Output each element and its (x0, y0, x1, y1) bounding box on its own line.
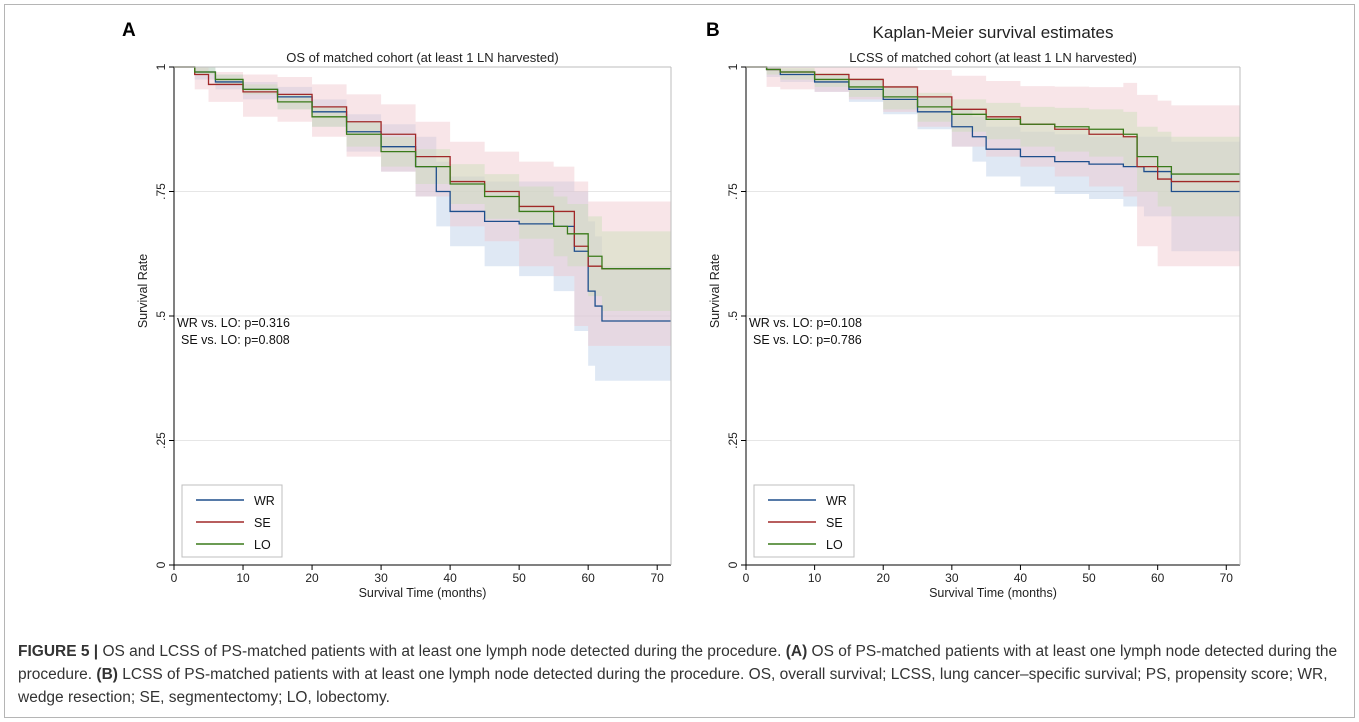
panel-b-suptitle: Kaplan-Meier survival estimates (873, 23, 1114, 42)
caption-figure-label: FIGURE 5 | (18, 643, 99, 660)
panel-a-x-tick-label: 70 (651, 571, 665, 585)
panel-b-x-axis-label: Survival Time (months) (929, 586, 1057, 600)
panel-a-x-tick-label: 0 (171, 571, 178, 585)
panel-a-legend-box (181, 484, 283, 558)
panel-b-legend-label-lo: LO (826, 538, 843, 552)
panel-b-y-tick-label: 0 (726, 561, 740, 568)
panel-a-survival-line-lo (174, 66, 671, 270)
figure-frame (4, 4, 1355, 718)
panel-b-x-tick-label: 50 (1082, 571, 1096, 585)
panel-a-y-tick-label: .5 (154, 311, 168, 321)
panel-b-x-tick-label: 60 (1151, 571, 1165, 585)
caption-text-3: LCSS of PS-matched patients with at leas… (18, 666, 1328, 706)
panel-a-title: OS of matched cohort (at least 1 LN harv… (286, 50, 558, 65)
panel-a-y-axis-label: Survival Rate (136, 254, 150, 328)
panel-b-y-tick-label: .75 (726, 183, 740, 200)
panel-b-panel-label: B (706, 20, 720, 41)
panel-b-y-axis-label: Survival Rate (708, 254, 722, 328)
panel-b-x-tick-label: 30 (945, 571, 959, 585)
panel-b-x-tick-label: 0 (743, 571, 750, 585)
panel-b-ci-band-se (746, 67, 1240, 267)
panel-a-y-tick-label: .25 (154, 432, 168, 449)
panel-b-survival-line-lo (746, 66, 1240, 175)
panel-a-y-tick-label: 1 (154, 63, 168, 70)
panel-a-legend-label-wr: WR (254, 494, 275, 508)
panel-b-legend-box (753, 484, 855, 558)
panel-a-y-tick-label: .75 (154, 183, 168, 200)
panel-b-ci-band-lo (746, 67, 1240, 217)
panel-b-legend-label-se: SE (826, 516, 843, 530)
panel-b-x-tick-label: 10 (808, 571, 822, 585)
panel-a-legend-label-lo: LO (254, 538, 271, 552)
panel-a-ci-band-lo (174, 67, 671, 312)
caption-text-1: OS and LCSS of PS-matched patients with … (98, 643, 786, 660)
panel-b-x-tick-label: 20 (877, 571, 891, 585)
caption-label-a: (A) (785, 643, 808, 660)
panel-b-y-tick-label: 1 (726, 63, 740, 70)
panel-a-x-tick-label: 10 (236, 571, 250, 585)
panel-a-pvalue-annotation: WR vs. LO: p=0.316 (177, 316, 290, 330)
panel-b-pvalue-annotation: WR vs. LO: p=0.108 (749, 316, 862, 330)
panel-b-y-tick-label: .25 (726, 432, 740, 449)
panel-a-x-tick-label: 50 (512, 571, 526, 585)
panel-a-ci-band-wr (174, 67, 671, 381)
panel-b-title: LCSS of matched cohort (at least 1 LN ha… (849, 50, 1137, 65)
panel-a-y-tick-label: 0 (154, 561, 168, 568)
panel-a-ci-band-se (174, 67, 671, 346)
figure-caption: FIGURE 5 | OS and LCSS of PS-matched pat… (18, 640, 1343, 709)
panel-a-panel-label: A (122, 20, 136, 41)
panel-b-pvalue-annotation: SE vs. LO: p=0.786 (753, 333, 862, 347)
panel-a-legend-label-se: SE (254, 516, 271, 530)
panel-a-x-tick-label: 20 (305, 571, 319, 585)
panel-b-y-tick-label: .5 (726, 311, 740, 321)
caption-label-b: (B) (96, 666, 118, 683)
panel-b-ci-band-wr (746, 67, 1240, 252)
caption-text-2: OS of PS-matched patients with at least … (18, 643, 1338, 683)
panel-a-pvalue-annotation: SE vs. LO: p=0.808 (181, 333, 290, 347)
panel-b-x-tick-label: 70 (1220, 571, 1234, 585)
panel-a-x-tick-label: 60 (581, 571, 595, 585)
panel-a-x-tick-label: 40 (443, 571, 457, 585)
panel-a-x-tick-label: 30 (374, 571, 388, 585)
panel-b-x-tick-label: 40 (1014, 571, 1028, 585)
panel-a-x-axis-label: Survival Time (months) (359, 586, 487, 600)
panel-b-legend-label-wr: WR (826, 494, 847, 508)
